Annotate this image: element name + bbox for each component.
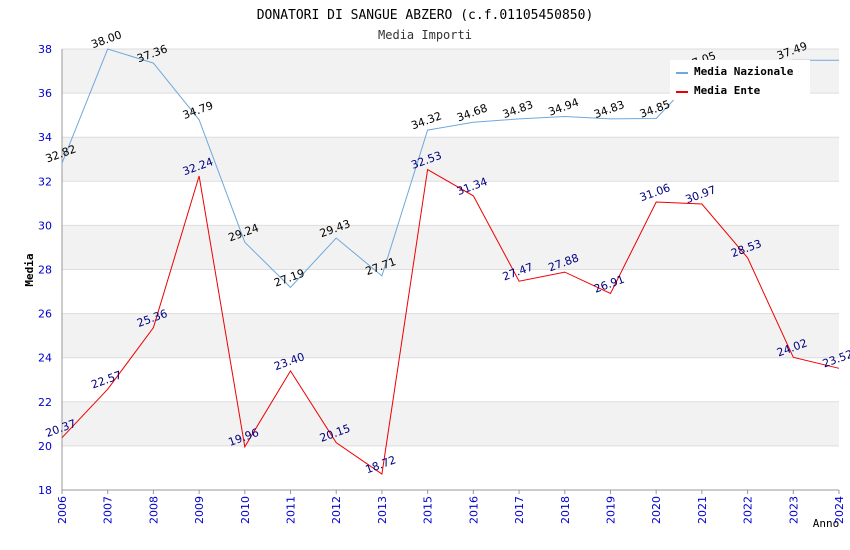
x-tick-label: 2021 (696, 496, 709, 524)
y-tick-label: 38 (38, 43, 52, 56)
grid-band (62, 313, 839, 358)
y-tick-label: 20 (38, 440, 52, 453)
grid-band (62, 181, 839, 226)
grid-band (62, 93, 839, 138)
x-tick-label: 2019 (604, 496, 617, 524)
grid-band (62, 269, 839, 314)
x-tick-label: 2023 (787, 496, 800, 524)
grid-bands (62, 49, 839, 490)
y-axis-ticks: 18 20 22 24 26 28 30 32 34 36 38 (38, 43, 52, 497)
x-axis-ticks: 2006 2007 2008 2009 2010 2011 2012 2013 2015 2016… (56, 490, 846, 524)
y-tick-label: 32 (38, 175, 52, 188)
x-tick-label: 2010 (239, 496, 252, 524)
y-tick-label: 18 (38, 484, 52, 497)
grid-band (62, 357, 839, 402)
x-tick-label: 2016 (467, 496, 480, 524)
chart-subtitle: Media Importi (378, 28, 472, 42)
grid-band (62, 445, 839, 490)
series-line-1 (61, 168, 840, 475)
grid-band (62, 137, 839, 182)
data-label: 38.00 (89, 28, 123, 51)
y-tick-label: 34 (38, 131, 52, 144)
x-tick-label: 2020 (650, 496, 663, 524)
grid-band (62, 225, 839, 270)
x-tick-label: 2009 (193, 496, 206, 524)
x-tick-label: 2022 (742, 496, 755, 524)
legend-box (670, 60, 810, 100)
x-tick-label: 2006 (56, 496, 69, 524)
grid-lines (61, 48, 839, 491)
legend: Media Nazionale Media Ente (670, 60, 810, 100)
x-tick-label: 2008 (147, 496, 160, 524)
legend-label-nazionale: Media Nazionale (694, 65, 794, 78)
y-tick-label: 36 (38, 87, 52, 100)
y-tick-label: 24 (38, 352, 52, 365)
y-tick-label: 22 (38, 396, 52, 409)
x-tick-label: 2015 (422, 496, 435, 524)
y-axis-label: Media (23, 253, 36, 286)
y-tick-label: 26 (38, 308, 52, 321)
x-tick-label: 2017 (513, 496, 526, 524)
legend-label-ente: Media Ente (694, 84, 761, 97)
y-tick-label: 28 (38, 264, 52, 277)
x-axis-label: Anno (813, 517, 840, 530)
x-tick-label: 2013 (376, 496, 389, 524)
y-tick-label: 30 (38, 219, 52, 232)
grid-band (62, 401, 839, 446)
x-tick-label: 2018 (559, 496, 572, 524)
x-tick-label: 2007 (102, 496, 115, 524)
x-tick-label: 2024 (833, 496, 846, 524)
chart-title: DONATORI DI SANGUE ABZERO (c.f.011054508… (257, 8, 594, 23)
x-tick-label: 2012 (330, 496, 343, 524)
x-tick-label: 2011 (285, 496, 298, 524)
